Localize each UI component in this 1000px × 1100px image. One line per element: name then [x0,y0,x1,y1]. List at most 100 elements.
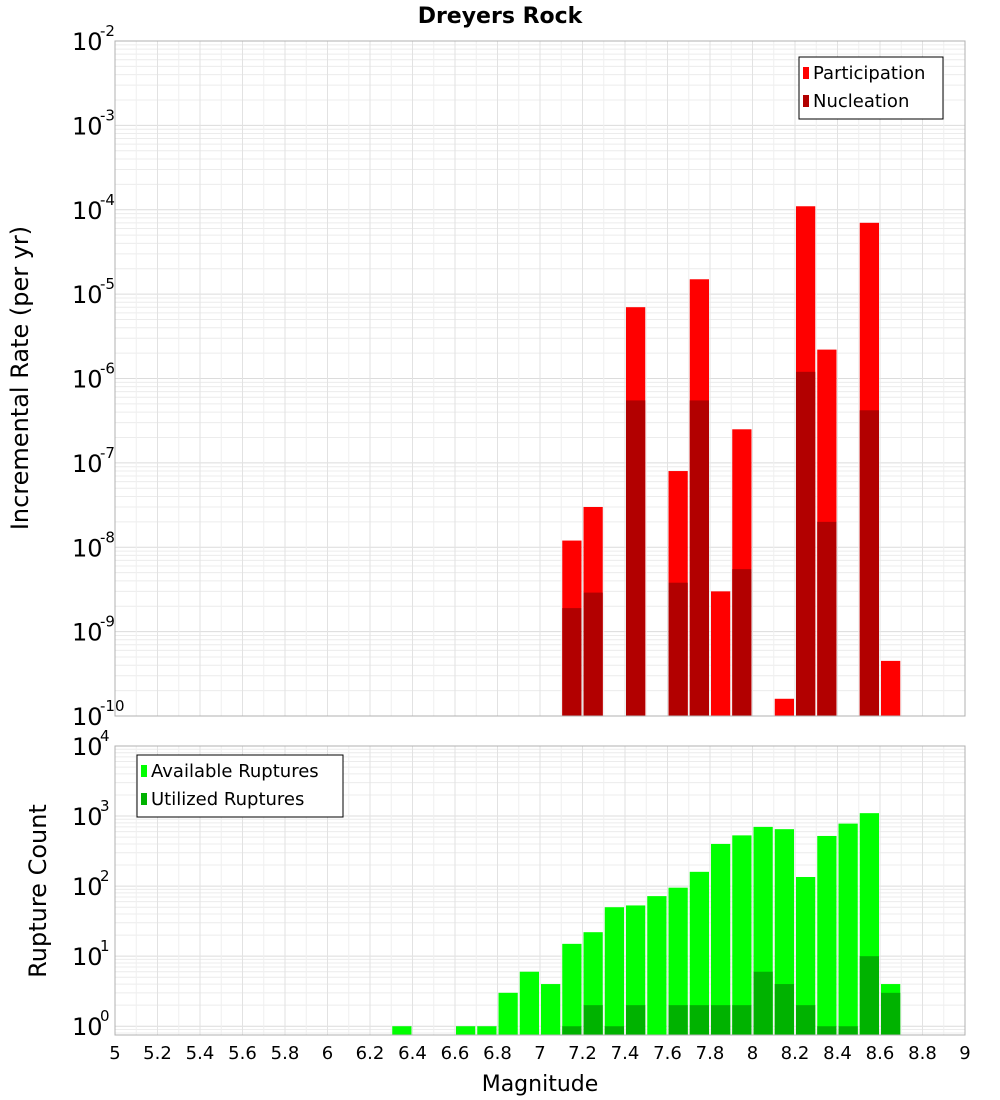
x-tick-label: 6.6 [441,1043,470,1064]
x-tick-label: 5.2 [143,1043,172,1064]
legend-swatch [803,67,809,79]
count-bar-available-ruptures [562,943,582,1035]
x-tick-label: 5.4 [186,1043,215,1064]
legend-swatch [141,765,147,777]
x-tick-label: 7.6 [653,1043,682,1064]
rate-bar-participation [774,698,794,716]
count-bar-available-ruptures [732,835,752,1035]
x-tick-label: 6.8 [483,1043,512,1064]
count-bar-available-ruptures [626,905,646,1035]
count-bar-utilized-ruptures [774,984,794,1035]
y-tick-base: 10 [72,733,103,761]
y-tick-base: 10 [72,534,103,562]
x-tick-label: 8 [747,1043,758,1064]
count-bar-utilized-ruptures [881,992,901,1035]
y-tick-exponent: -5 [100,275,115,293]
y-tick-exponent: -10 [100,697,125,715]
count-bar-available-ruptures [796,876,816,1035]
legend-label: Nucleation [813,91,909,112]
legend-swatch [803,95,809,107]
y-tick-base: 10 [72,366,103,394]
x-tick-label: 8.4 [823,1043,852,1064]
y-tick-base: 10 [72,197,103,225]
rate-bar-nucleation [626,400,646,716]
y-tick-exponent: 1 [100,937,110,955]
rate-bar-nucleation [817,521,837,716]
rate-panel-frame [114,40,966,717]
y-tick-base: 10 [72,450,103,478]
x-tick-label: 6 [322,1043,333,1064]
count-bar-utilized-ruptures [711,1005,731,1035]
y-tick-base: 10 [72,1013,103,1041]
count-bar-available-ruptures [477,1026,497,1035]
y-tick-exponent: -2 [100,22,115,40]
x-tick-label: 8.8 [908,1043,937,1064]
count-bar-utilized-ruptures [626,1005,646,1035]
count-bar-utilized-ruptures [689,1005,709,1035]
rate-bar-participation [711,591,731,716]
rate-panel-grid [114,41,966,717]
x-tick-label: 5.8 [271,1043,300,1064]
rate-legend: Participation Nucleation [798,56,944,120]
y-tick-base: 10 [72,28,103,56]
count-bar-available-ruptures [668,887,688,1035]
count-bar-utilized-ruptures [859,956,879,1035]
x-tick-label: 5 [109,1043,120,1064]
count-bar-utilized-ruptures [604,1026,624,1035]
y-tick-exponent: -3 [100,106,115,124]
count-bar-available-ruptures [541,984,561,1035]
rate-bar-nucleation [689,400,709,716]
count-bar-utilized-ruptures [562,1026,582,1035]
x-axis-label: Magnitude [482,1072,599,1097]
y-tick-base: 10 [72,112,103,140]
legend-label: Available Ruptures [151,761,319,782]
y-tick-exponent: -4 [100,191,115,209]
count-bar-available-ruptures [711,843,731,1035]
rate-bar-participation [881,660,901,716]
y-tick-base: 10 [72,281,103,309]
rate-bar-nucleation [583,592,603,716]
chart-title: Dreyers Rock [418,4,584,29]
x-tick-label: 7.4 [611,1043,640,1064]
count-bar-available-ruptures [838,823,858,1035]
count-bar-utilized-ruptures [668,1005,688,1035]
x-tick-label: 7 [534,1043,545,1064]
y-tick-exponent: -8 [100,528,115,546]
rate-y-axis-label: Incremental Rate (per yr) [6,226,34,530]
count-bar-available-ruptures [519,971,539,1035]
count-bar-utilized-ruptures [796,1005,816,1035]
x-tick-label: 9 [959,1043,970,1064]
rate-y-tick-labels: 10-210-310-410-510-610-710-810-910-10 [72,22,125,731]
count-bar-utilized-ruptures [583,1005,603,1035]
count-bar-available-ruptures [498,992,518,1035]
legend-box [798,56,944,120]
legend-box [136,754,344,818]
legend-label: Utilized Ruptures [151,789,304,810]
count-bar-utilized-ruptures [753,971,773,1035]
legend-label: Participation [813,63,925,84]
rate-bar-nucleation [859,410,879,716]
y-tick-base: 10 [72,943,103,971]
count-bar-available-ruptures [774,829,794,1035]
y-tick-base: 10 [72,703,103,731]
y-tick-exponent: 2 [100,867,110,885]
count-legend: Available Ruptures Utilized Ruptures [136,754,344,818]
rate-bar-nucleation [732,569,752,716]
count-bar-available-ruptures [392,1026,412,1035]
count-panel-bars [392,813,901,1035]
x-tick-label: 6.2 [356,1043,385,1064]
count-bar-utilized-ruptures [732,1005,752,1035]
y-tick-base: 10 [72,873,103,901]
count-bar-available-ruptures [604,907,624,1035]
y-tick-base: 10 [72,619,103,647]
legend-swatch [141,793,147,805]
x-tick-labels: 5 5.2 5.4 5.6 5.8 6 6.2 6.4 6.6 6.8 7 7.2 7.4 7.6 7.8 8… [109,1043,970,1064]
y-tick-exponent: 4 [100,727,110,745]
x-tick-label: 8.6 [866,1043,895,1064]
count-panel-frame [114,745,966,1036]
x-tick-label: 8.2 [781,1043,810,1064]
y-tick-exponent: -7 [100,444,115,462]
count-bar-utilized-ruptures [817,1026,837,1035]
